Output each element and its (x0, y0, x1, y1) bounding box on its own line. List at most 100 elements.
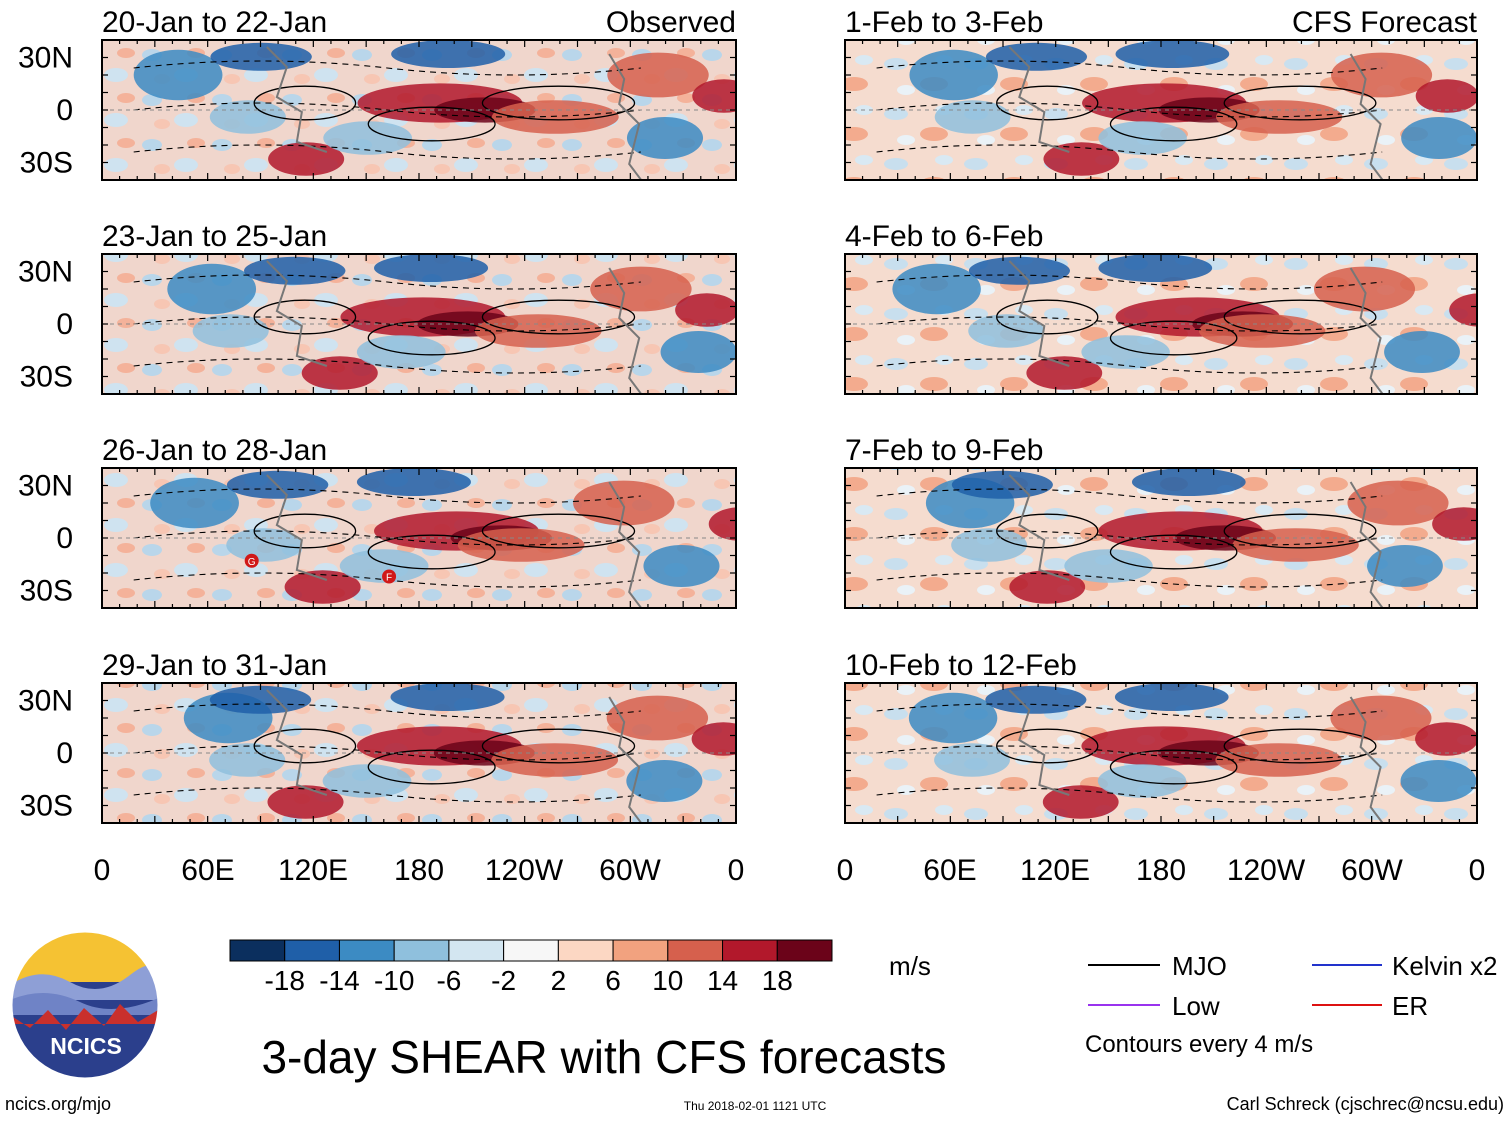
y-tick-label: 30N (18, 256, 73, 289)
figure-title: 3-day SHEAR with CFS forecasts (261, 1031, 946, 1083)
mjo-contour-negative (133, 60, 641, 76)
colorbar: -18 -14 -10 -6 -2 2 6 10 14 18 (229, 939, 833, 996)
mjo-contour-negative (133, 530, 641, 546)
shear-anomaly (356, 335, 446, 369)
mjo-contour-negative (876, 316, 1383, 332)
y-tick-label: 30N (18, 470, 73, 503)
mjo-contour-negative (876, 572, 1383, 588)
shear-anomaly (985, 42, 1088, 71)
mjo-contour-negative (876, 358, 1383, 374)
colorbar-swatch (503, 939, 559, 962)
map-panel: 1-Feb to 3-Feb CFS Forecast (844, 6, 1478, 181)
coastline (266, 260, 328, 367)
coastline (1008, 474, 1070, 581)
mjo-contour (1109, 534, 1238, 570)
panel-period-label: 26-Jan to 28-Jan (102, 434, 327, 467)
mjo-contour (253, 85, 357, 121)
shear-anomaly (1432, 507, 1477, 541)
x-tick-label: 60W (1341, 854, 1403, 887)
colorbar-swatch (448, 939, 505, 962)
footer-timestamp: Thu 2018-02-01 1121 UTC (684, 1099, 827, 1113)
contour-note: Contours every 4 m/s (1085, 1031, 1313, 1058)
mjo-contour (253, 513, 357, 549)
shear-field (845, 683, 1477, 823)
shear-anomaly (908, 692, 998, 744)
mjo-contour (367, 106, 496, 142)
colorbar-tick-label: -18 (264, 965, 304, 996)
coastline (1008, 689, 1070, 796)
shear-field (845, 468, 1477, 608)
mjo-contour (996, 513, 1099, 549)
colorbar-tick-label: 6 (605, 965, 621, 996)
shear-anomaly (1401, 117, 1477, 159)
map-panel: 30N 0 30S 20-Jan to 22-Jan Observed (18, 6, 737, 181)
shear-anomaly (474, 314, 602, 348)
y-tick-label: 0 (56, 522, 73, 555)
colorbar-swatch (612, 939, 669, 962)
shear-field (845, 40, 1477, 180)
mjo-contour-negative (876, 488, 1383, 504)
observed-header: Observed (606, 6, 736, 39)
shear-field (102, 683, 736, 823)
coastline (608, 696, 643, 823)
shear-anomaly (209, 100, 286, 134)
mjo-contour-negative (133, 745, 641, 761)
shear-field (102, 40, 736, 180)
mjo-contour (1223, 85, 1377, 121)
coastline (1349, 696, 1384, 823)
shear-anomaly (660, 331, 736, 373)
x-tick-label: 120E (1020, 854, 1090, 887)
shear-anomaly (1042, 785, 1119, 819)
mjo-contour (1223, 728, 1377, 764)
shear-anomaly (1367, 545, 1443, 587)
mjo-contour-negative (133, 274, 641, 290)
shear-anomaly (968, 314, 1045, 348)
colorbar-swatch (338, 939, 395, 962)
panel-period-label: 20-Jan to 22-Jan (102, 6, 327, 39)
mjo-contour (481, 728, 636, 764)
legend: MJO Kelvin x2 Low ER Contours every 4 m/… (1085, 951, 1498, 1058)
panel-period-label: 29-Jan to 31-Jan (102, 649, 327, 682)
shear-anomaly (951, 528, 1028, 562)
colorbar-swatch (284, 939, 340, 962)
shear-anomaly (1232, 528, 1359, 562)
mjo-contour-negative (876, 60, 1383, 76)
mjo-contour-negative (133, 102, 641, 118)
map-panel: 10-Feb to 12-Feb (844, 649, 1478, 824)
colorbar-tick-label: -10 (374, 965, 414, 996)
shear-anomaly (373, 254, 489, 282)
x-tick-label: 120W (1227, 854, 1306, 887)
mjo-contour (1109, 106, 1238, 142)
shear-anomaly (1026, 356, 1103, 390)
legend-label-kelvin: Kelvin x2 (1392, 951, 1498, 981)
shear-anomaly (192, 314, 269, 348)
coastline (608, 481, 643, 608)
logo-text: NCICS (50, 1033, 122, 1059)
mjo-contour (1109, 749, 1238, 785)
colorbar-tick-label: -2 (491, 965, 516, 996)
shear-anomaly (708, 507, 736, 541)
colorbar-tick-label: 14 (707, 965, 738, 996)
mjo-contour-negative (133, 144, 641, 160)
mjo-contour (1109, 320, 1238, 356)
shear-anomaly (590, 266, 692, 312)
shear-anomaly (985, 685, 1087, 714)
colorbar-tick-label: 2 (551, 965, 567, 996)
shear-anomaly (491, 743, 619, 777)
mjo-contour (481, 85, 636, 121)
mjo-contour-negative (133, 316, 641, 332)
mjo-contour (253, 299, 357, 335)
panel-period-label: 1-Feb to 3-Feb (845, 6, 1043, 39)
y-tick-label: 0 (56, 737, 73, 770)
shear-anomaly (1114, 683, 1229, 711)
mjo-contour-negative (876, 745, 1383, 761)
shear-anomaly (892, 263, 981, 315)
shear-anomaly (1331, 52, 1433, 98)
y-tick-label: 30S (20, 790, 73, 823)
mjo-contour (1223, 299, 1377, 335)
x-tick-label: 0 (1469, 854, 1486, 887)
footer-site: ncics.org/mjo (5, 1094, 111, 1114)
shear-anomaly (226, 528, 303, 562)
mjo-contour-negative (876, 530, 1383, 546)
x-tick-label: 60E (923, 854, 976, 887)
